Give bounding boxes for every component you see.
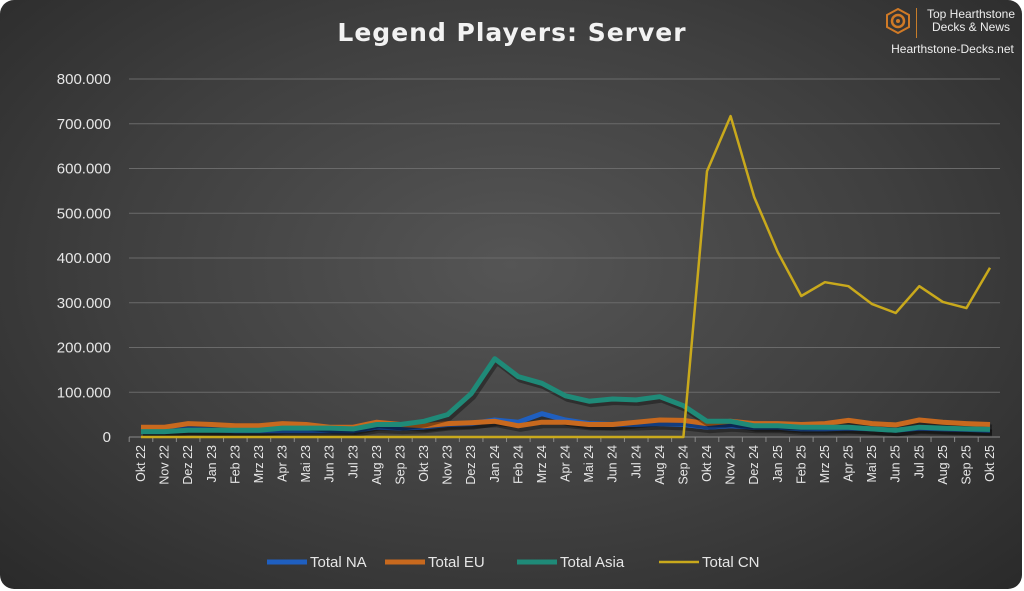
x-tick-label: Mai 25	[865, 445, 879, 483]
y-tick-label: 800.000	[57, 71, 111, 88]
x-tick-label: Dez 22	[181, 445, 195, 485]
x-tick-label: Okt 24	[700, 445, 714, 482]
x-tick-label: Sep 23	[393, 445, 407, 485]
x-tick-label: Mai 23	[299, 445, 313, 483]
y-tick-label: 100.000	[57, 384, 111, 401]
x-tick-label: Feb 23	[228, 445, 242, 484]
y-tick-label: 700.000	[57, 116, 111, 133]
logo-line1: Top Hearthstone	[926, 7, 1016, 21]
x-tick-label: Jul 23	[346, 445, 360, 478]
x-tick-label: Jun 24	[606, 445, 620, 483]
y-tick-label: 400.000	[57, 250, 111, 267]
logo-line2: Decks & News	[931, 20, 1011, 34]
site-logo: Top Hearthstone Decks & News Hearthstone-…	[885, 6, 1020, 58]
x-tick-label: Okt 22	[134, 445, 148, 482]
hearthstone-logo-icon	[886, 8, 910, 34]
x-tick-label: Sep 25	[959, 445, 973, 485]
x-tick-label: Jun 23	[323, 445, 337, 483]
x-tick-label: Nov 24	[724, 445, 738, 485]
legend-label: Total NA	[310, 554, 367, 571]
legend-label: Total EU	[428, 554, 485, 571]
x-tick-label: Nov 22	[158, 445, 172, 485]
logo-divider	[916, 8, 917, 38]
y-tick-label: 200.000	[57, 340, 111, 357]
y-tick-label: 600.000	[57, 161, 111, 178]
x-tick-label: Jan 25	[771, 445, 785, 483]
series-line-total-cn	[141, 114, 992, 439]
x-tick-label: Aug 24	[653, 445, 667, 485]
chart-title: Legend Players: Server	[337, 18, 687, 47]
legend-label: Total Asia	[560, 554, 625, 571]
x-tick-label: Apr 24	[559, 445, 573, 482]
y-tick-label: 500.000	[57, 205, 111, 222]
y-tick-label: 0	[103, 429, 111, 446]
x-tick-label: Jun 25	[889, 445, 903, 483]
x-tick-label: Okt 25	[983, 445, 997, 482]
x-tick-label: Dez 24	[747, 445, 761, 485]
x-tick-label: Jan 23	[205, 445, 219, 483]
x-tick-label: Mrz 25	[818, 445, 832, 483]
x-tick-label: Aug 25	[936, 445, 950, 485]
series-line-total-eu	[141, 417, 991, 430]
logo-site[interactable]: Hearthstone-Decks.net	[891, 42, 1014, 56]
x-tick-label: Jul 25	[912, 445, 926, 478]
x-tick-label: Feb 25	[794, 445, 808, 484]
x-tick-label: Mrz 23	[252, 445, 266, 483]
x-tick-label: Jan 24	[488, 445, 502, 483]
x-tick-label: Mrz 24	[535, 445, 549, 483]
x-tick-label: Apr 25	[842, 445, 856, 482]
x-tick-label: Jul 24	[629, 445, 643, 478]
logo-tagline: Top Hearthstone Decks & News	[923, 8, 1019, 34]
x-tick-label: Dez 23	[464, 445, 478, 485]
x-tick-label: Sep 24	[676, 445, 690, 485]
x-tick-label: Feb 24	[511, 445, 525, 484]
x-tick-label: Apr 23	[276, 445, 290, 482]
x-tick-label: Nov 23	[441, 445, 455, 485]
x-tick-label: Okt 23	[417, 445, 431, 482]
x-tick-label: Mai 24	[582, 445, 596, 483]
x-tick-label: Aug 23	[370, 445, 384, 485]
y-tick-label: 300.000	[57, 295, 111, 312]
series-line-total-asia	[141, 356, 991, 435]
legend-label: Total CN	[702, 554, 760, 571]
